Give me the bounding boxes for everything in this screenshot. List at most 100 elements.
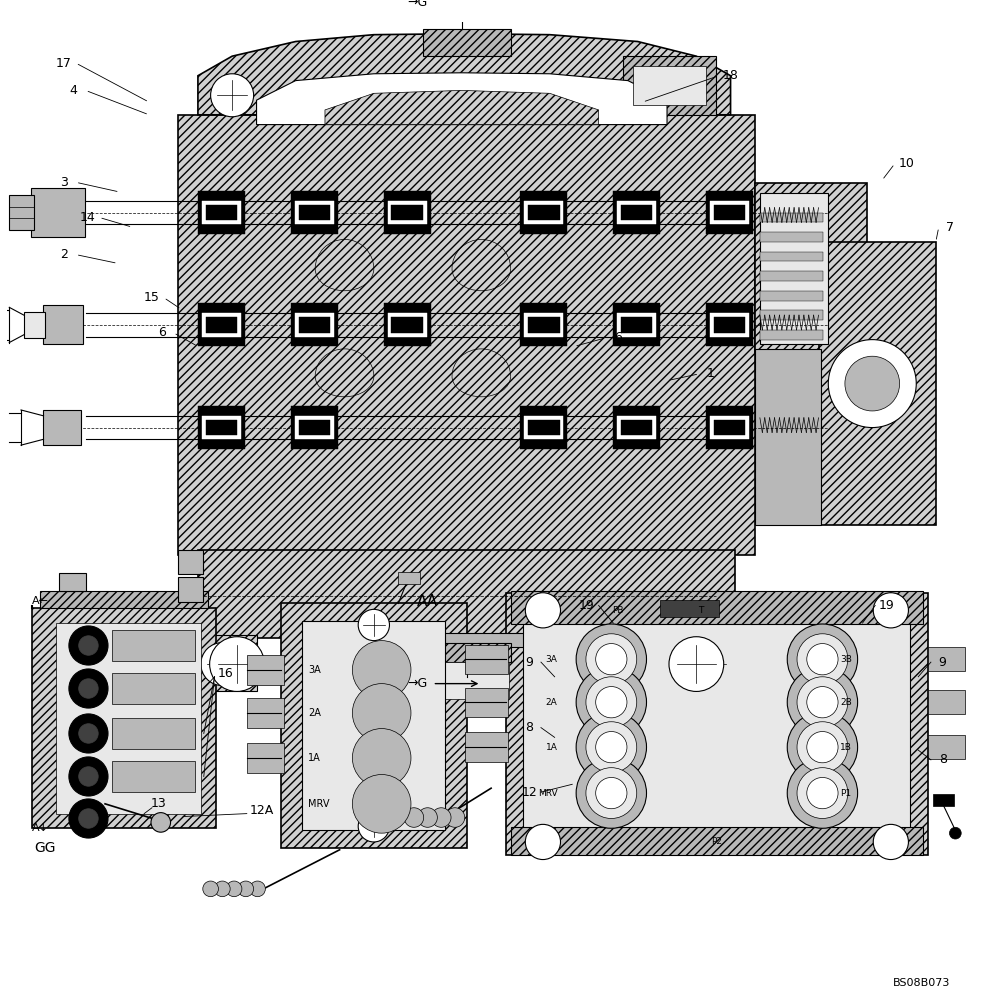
Circle shape: [828, 340, 917, 428]
Bar: [621, 420, 653, 435]
Text: 2A: 2A: [309, 708, 321, 718]
Circle shape: [210, 74, 254, 117]
Bar: [112, 673, 195, 704]
Circle shape: [360, 782, 403, 825]
Circle shape: [526, 824, 560, 860]
Bar: [291, 303, 337, 346]
Bar: [706, 303, 753, 346]
Circle shape: [669, 637, 724, 691]
Bar: [281, 603, 466, 848]
Circle shape: [845, 356, 900, 411]
Bar: [706, 191, 753, 234]
Text: 19: 19: [579, 599, 595, 612]
Bar: [295, 201, 333, 224]
Bar: [525, 201, 563, 224]
Circle shape: [209, 637, 265, 691]
Bar: [617, 416, 657, 439]
Text: 3B: 3B: [840, 655, 852, 664]
Circle shape: [797, 722, 848, 773]
Circle shape: [404, 808, 424, 827]
Bar: [617, 201, 657, 224]
Text: BS08B073: BS08B073: [893, 978, 950, 988]
Bar: [677, 635, 745, 691]
Text: 17: 17: [57, 57, 72, 70]
Bar: [760, 271, 823, 281]
Bar: [529, 317, 559, 333]
Circle shape: [368, 699, 396, 727]
Circle shape: [576, 667, 647, 737]
Circle shape: [238, 881, 254, 897]
Circle shape: [576, 758, 647, 828]
Polygon shape: [198, 34, 730, 115]
Bar: [179, 577, 202, 602]
Text: 4: 4: [69, 84, 77, 97]
Circle shape: [806, 732, 838, 763]
Text: 1: 1: [707, 367, 715, 380]
Text: 12: 12: [522, 786, 537, 799]
Bar: [32, 608, 215, 828]
Bar: [818, 242, 935, 525]
Text: 12A: 12A: [250, 804, 274, 817]
Bar: [928, 690, 965, 714]
Bar: [201, 313, 241, 337]
Circle shape: [445, 808, 464, 827]
Bar: [529, 205, 559, 220]
Bar: [384, 303, 431, 346]
Circle shape: [797, 634, 848, 685]
Text: MRV: MRV: [309, 799, 330, 809]
Circle shape: [797, 677, 848, 728]
Circle shape: [788, 624, 858, 694]
Circle shape: [595, 687, 627, 718]
Circle shape: [788, 712, 858, 782]
Bar: [205, 205, 237, 220]
Circle shape: [873, 824, 909, 860]
Bar: [198, 406, 245, 449]
Text: T: T: [698, 606, 704, 615]
Text: 9: 9: [526, 656, 533, 669]
Polygon shape: [257, 73, 667, 125]
Text: →G: →G: [408, 0, 428, 9]
Circle shape: [78, 679, 98, 698]
Bar: [60, 573, 86, 591]
Bar: [394, 633, 535, 647]
Text: AA: AA: [417, 594, 438, 609]
Circle shape: [226, 881, 242, 897]
Bar: [112, 761, 195, 792]
Text: A↓: A↓: [32, 823, 49, 833]
Bar: [521, 406, 567, 449]
Text: 6: 6: [158, 326, 166, 339]
Bar: [613, 191, 661, 234]
Bar: [423, 643, 511, 662]
Circle shape: [586, 634, 637, 685]
Bar: [706, 406, 753, 449]
Circle shape: [526, 593, 560, 628]
Text: MRV: MRV: [538, 789, 558, 798]
Bar: [205, 317, 237, 333]
Circle shape: [68, 714, 108, 753]
Bar: [928, 735, 965, 759]
Circle shape: [78, 767, 98, 786]
Bar: [511, 827, 924, 855]
Text: 6: 6: [614, 331, 622, 344]
Text: 8: 8: [938, 753, 946, 766]
Bar: [760, 252, 823, 261]
Bar: [760, 310, 823, 320]
Bar: [247, 698, 284, 728]
Text: 13: 13: [151, 797, 167, 810]
Bar: [31, 188, 84, 237]
Bar: [392, 205, 423, 220]
Bar: [299, 317, 330, 333]
Circle shape: [576, 624, 647, 694]
Bar: [57, 623, 200, 814]
Bar: [179, 115, 755, 555]
Text: 10: 10: [899, 157, 915, 170]
Bar: [714, 317, 745, 333]
Bar: [44, 410, 80, 445]
Bar: [525, 313, 563, 337]
Bar: [521, 191, 567, 234]
Text: 1A: 1A: [309, 753, 321, 763]
Circle shape: [352, 684, 411, 742]
Bar: [710, 416, 749, 439]
Text: 1A: 1A: [546, 743, 558, 752]
Circle shape: [586, 722, 637, 773]
